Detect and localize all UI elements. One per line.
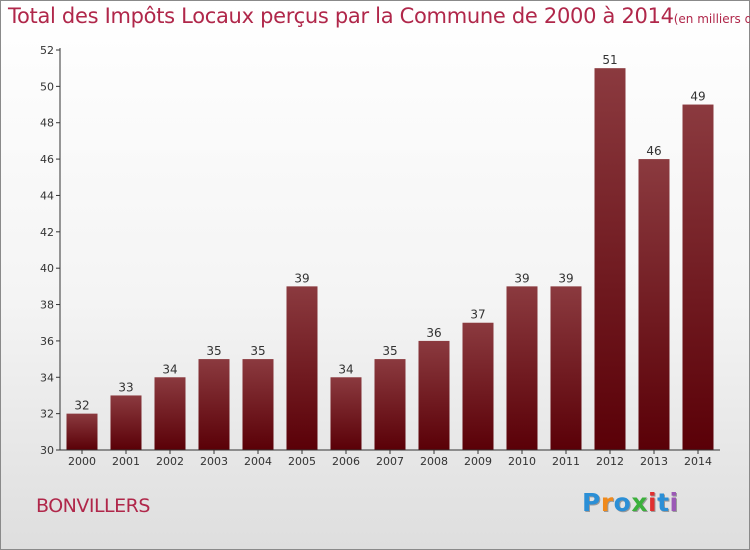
bar-2008 [418, 340, 450, 450]
logo-letter: P [582, 488, 601, 517]
x-tick-label: 2000 [68, 455, 96, 468]
x-tick-label: 2003 [200, 455, 228, 468]
logo-letter: r [600, 488, 614, 517]
y-tick-label: 30 [40, 444, 54, 457]
chart-unit-label: (en milliers d'€) [673, 12, 750, 26]
data-label: 39 [294, 271, 309, 285]
bar-2010 [506, 286, 538, 450]
x-tick-label: 2001 [112, 455, 140, 468]
x-tick-label: 2014 [684, 455, 712, 468]
y-axis: 30 32 34 36 38 40 42 44 46 48 50 52 [40, 44, 61, 457]
logo-letter: x [631, 488, 648, 517]
x-tick-label: 2012 [596, 455, 624, 468]
bar-2012 [594, 68, 626, 450]
bar-2005 [286, 286, 318, 450]
data-label: 37 [470, 308, 485, 322]
x-tick-label: 2002 [156, 455, 184, 468]
y-tick-label: 42 [40, 226, 54, 239]
commune-name: BONVILLERS [36, 495, 150, 517]
y-tick-label: 50 [40, 80, 54, 93]
data-label: 32 [74, 399, 89, 413]
data-label: 49 [690, 90, 705, 104]
data-label: 35 [250, 344, 265, 358]
x-tick-label: 2004 [244, 455, 272, 468]
logo-letter: t [657, 488, 670, 517]
y-tick-label: 38 [40, 299, 54, 312]
bar-2014 [682, 104, 714, 450]
y-tick-label: 40 [40, 262, 54, 275]
x-tick-label: 2009 [464, 455, 492, 468]
chart-title-text: Total des Impôts Locaux perçus par la Co… [8, 4, 674, 28]
logo-letter: o [613, 488, 632, 517]
x-axis: 2000 2001 2002 2003 2004 2005 2006 2007 2008 2009… [60, 449, 720, 468]
bar-2001 [110, 395, 142, 450]
x-tick-label: 2005 [288, 455, 316, 468]
data-label: 35 [382, 344, 397, 358]
data-label: 34 [338, 362, 353, 376]
bar-2009 [462, 322, 494, 450]
logo-letter: i [669, 488, 679, 517]
data-label: 34 [162, 362, 177, 376]
bar-2002 [154, 377, 186, 450]
bar-2013 [638, 159, 670, 450]
bar-2003 [198, 359, 230, 450]
y-tick-label: 52 [40, 44, 54, 57]
x-tick-label: 2008 [420, 455, 448, 468]
bar-2011 [550, 286, 582, 450]
x-tick-label: 2011 [552, 455, 580, 468]
data-label: 36 [426, 326, 441, 340]
chart-title: Total des Impôts Locaux perçus par la Co… [8, 4, 750, 28]
bar-2007 [374, 359, 406, 450]
y-tick-label: 34 [40, 371, 54, 384]
data-label: 46 [646, 144, 661, 158]
data-label: 33 [118, 380, 133, 394]
y-tick-label: 48 [40, 117, 54, 130]
y-tick-label: 36 [40, 335, 54, 348]
bars: 32 33 34 35 35 39 34 35 36 37 39 39 51 46 49 [66, 53, 714, 450]
data-label: 39 [558, 271, 573, 285]
proxiti-logo: Proxiti [582, 488, 679, 517]
data-label: 39 [514, 271, 529, 285]
data-label: 51 [602, 53, 617, 67]
logo-letter: i [648, 488, 658, 517]
bar-2004 [242, 359, 274, 450]
bar-2000 [66, 413, 98, 450]
bar-2006 [330, 377, 362, 450]
y-tick-label: 46 [40, 153, 54, 166]
y-tick-label: 32 [40, 408, 54, 421]
x-tick-label: 2010 [508, 455, 536, 468]
x-tick-label: 2013 [640, 455, 668, 468]
data-label: 35 [206, 344, 221, 358]
x-tick-label: 2007 [376, 455, 404, 468]
y-tick-label: 44 [40, 189, 54, 202]
x-tick-label: 2006 [332, 455, 360, 468]
